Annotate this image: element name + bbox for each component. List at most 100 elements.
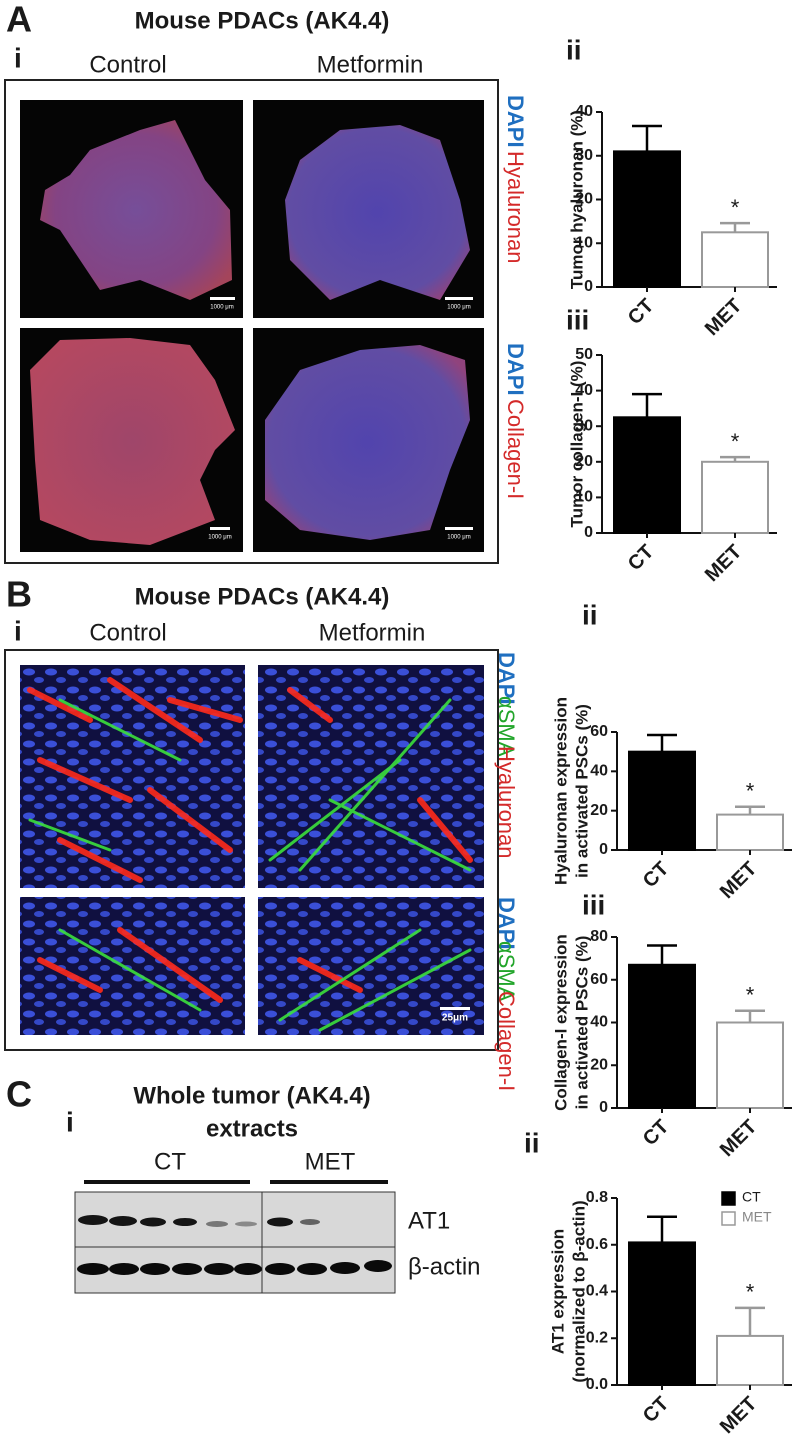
western-blot xyxy=(74,1191,396,1294)
y-tick-label: 0 xyxy=(584,524,593,541)
stain-label: Collagen-I xyxy=(503,399,528,499)
y-tick-label: 0.4 xyxy=(586,1283,608,1300)
scale-label: 1000 μm xyxy=(210,305,233,311)
y-tick-label: 40 xyxy=(575,382,593,399)
bar xyxy=(613,416,681,534)
panel-title: extracts xyxy=(206,1115,298,1142)
stain-label: Hyaluronan xyxy=(494,746,519,859)
y-tick-label: 60 xyxy=(590,723,608,740)
x-tick-label: MET xyxy=(716,1116,761,1161)
y-axis-label: Tumor collagen-I (%) xyxy=(567,361,586,528)
bar xyxy=(701,460,769,534)
significance: * xyxy=(731,429,740,454)
y-tick-label: 20 xyxy=(575,453,593,470)
scale-label: 1000 μm xyxy=(447,535,470,541)
y-tick-label: 0.2 xyxy=(586,1329,608,1346)
legend-label: CT xyxy=(742,1189,761,1205)
y-tick-label: 50 xyxy=(575,346,593,363)
sub-panel: iii xyxy=(566,304,589,335)
stain-label: αSMA xyxy=(494,696,519,757)
stain-label: Collagen-I xyxy=(494,991,519,1091)
panel-title: Mouse PDACs (AK4.4) xyxy=(135,7,390,34)
x-tick-label: CT xyxy=(639,1393,673,1427)
lane-group: MET xyxy=(305,1148,356,1175)
significance: * xyxy=(731,195,740,220)
panel-title: Mouse PDACs (AK4.4) xyxy=(135,583,390,610)
column-label: Metformin xyxy=(319,619,426,646)
sub-panel: i xyxy=(14,42,22,73)
y-tick-label: 10 xyxy=(575,489,593,506)
column-label: Control xyxy=(89,619,166,646)
y-tick-label: 40 xyxy=(590,1014,608,1031)
sub-panel: i xyxy=(14,615,22,646)
sub-panel: i xyxy=(66,1106,74,1137)
panel-title: Whole tumor (AK4.4) xyxy=(133,1082,370,1109)
scale-label: 1000 μm xyxy=(447,305,470,311)
y-tick-label: 0.0 xyxy=(586,1376,608,1393)
sub-panel: iii xyxy=(582,889,605,920)
y-axis-label: AT1 expression xyxy=(548,1229,567,1354)
micrograph xyxy=(20,100,484,552)
legend-label: MET xyxy=(742,1209,772,1225)
y-axis-label: Collagen-I expression xyxy=(551,934,570,1111)
y-tick-label: 40 xyxy=(575,103,593,120)
bar xyxy=(716,813,784,851)
y-tick-label: 80 xyxy=(590,928,608,945)
x-tick-label: MET xyxy=(716,858,761,903)
y-tick-label: 30 xyxy=(575,147,593,164)
band-label: β-actin xyxy=(408,1253,481,1280)
significance: * xyxy=(746,779,755,804)
bar xyxy=(628,1241,696,1386)
scale-label: 1000 μm xyxy=(208,535,231,541)
stain-label: DAPI xyxy=(494,652,519,705)
y-axis-label: in activated PSCs (%) xyxy=(572,936,591,1110)
y-tick-label: 0.6 xyxy=(586,1236,608,1253)
y-tick-label: 20 xyxy=(575,191,593,208)
x-tick-label: MET xyxy=(716,1393,761,1438)
bar xyxy=(628,963,696,1109)
y-axis-label: in activated PSCs (%) xyxy=(572,704,591,878)
y-tick-label: 0.8 xyxy=(586,1189,608,1206)
panel-letter: A xyxy=(6,0,32,40)
y-axis-label: Tumor hyaluronan (%) xyxy=(567,110,586,289)
sub-panel: ii xyxy=(566,34,582,65)
stain-label: DAPI xyxy=(503,343,528,396)
bar xyxy=(613,150,681,288)
column-label: Control xyxy=(89,51,166,78)
panel-letter: B xyxy=(6,574,32,615)
y-tick-label: 0 xyxy=(584,278,593,295)
micrograph xyxy=(20,665,484,1035)
y-tick-label: 0 xyxy=(599,841,608,858)
legend-swatch xyxy=(721,1211,736,1226)
legend-swatch xyxy=(721,1191,736,1206)
y-axis-label: (normalized to β-actin) xyxy=(569,1200,588,1382)
x-tick-label: CT xyxy=(624,295,658,329)
x-tick-label: CT xyxy=(624,541,658,575)
y-tick-label: 20 xyxy=(590,802,608,819)
y-tick-label: 20 xyxy=(590,1056,608,1073)
y-tick-label: 40 xyxy=(590,763,608,780)
stain-label: DAPI xyxy=(494,897,519,950)
sub-panel: ii xyxy=(524,1127,540,1158)
x-tick-label: MET xyxy=(701,295,746,340)
y-tick-label: 30 xyxy=(575,417,593,434)
column-label: Metformin xyxy=(317,51,424,78)
stain-label: αSMA xyxy=(494,941,519,1002)
significance: * xyxy=(746,983,755,1008)
band-label: AT1 xyxy=(408,1207,450,1234)
y-axis-label: Hyaluronan expression xyxy=(551,697,570,885)
scale-label: 25μm xyxy=(442,1013,468,1024)
bar xyxy=(716,1021,784,1109)
frame xyxy=(4,79,499,564)
bar xyxy=(716,1334,784,1386)
lane-group: CT xyxy=(154,1148,186,1175)
y-tick-label: 0 xyxy=(599,1099,608,1116)
y-tick-label: 10 xyxy=(575,234,593,251)
bar xyxy=(628,750,696,852)
frame xyxy=(4,649,499,1051)
y-tick-label: 60 xyxy=(590,971,608,988)
x-tick-label: MET xyxy=(701,541,746,586)
x-tick-label: CT xyxy=(639,858,673,892)
panel-letter: C xyxy=(6,1074,32,1115)
